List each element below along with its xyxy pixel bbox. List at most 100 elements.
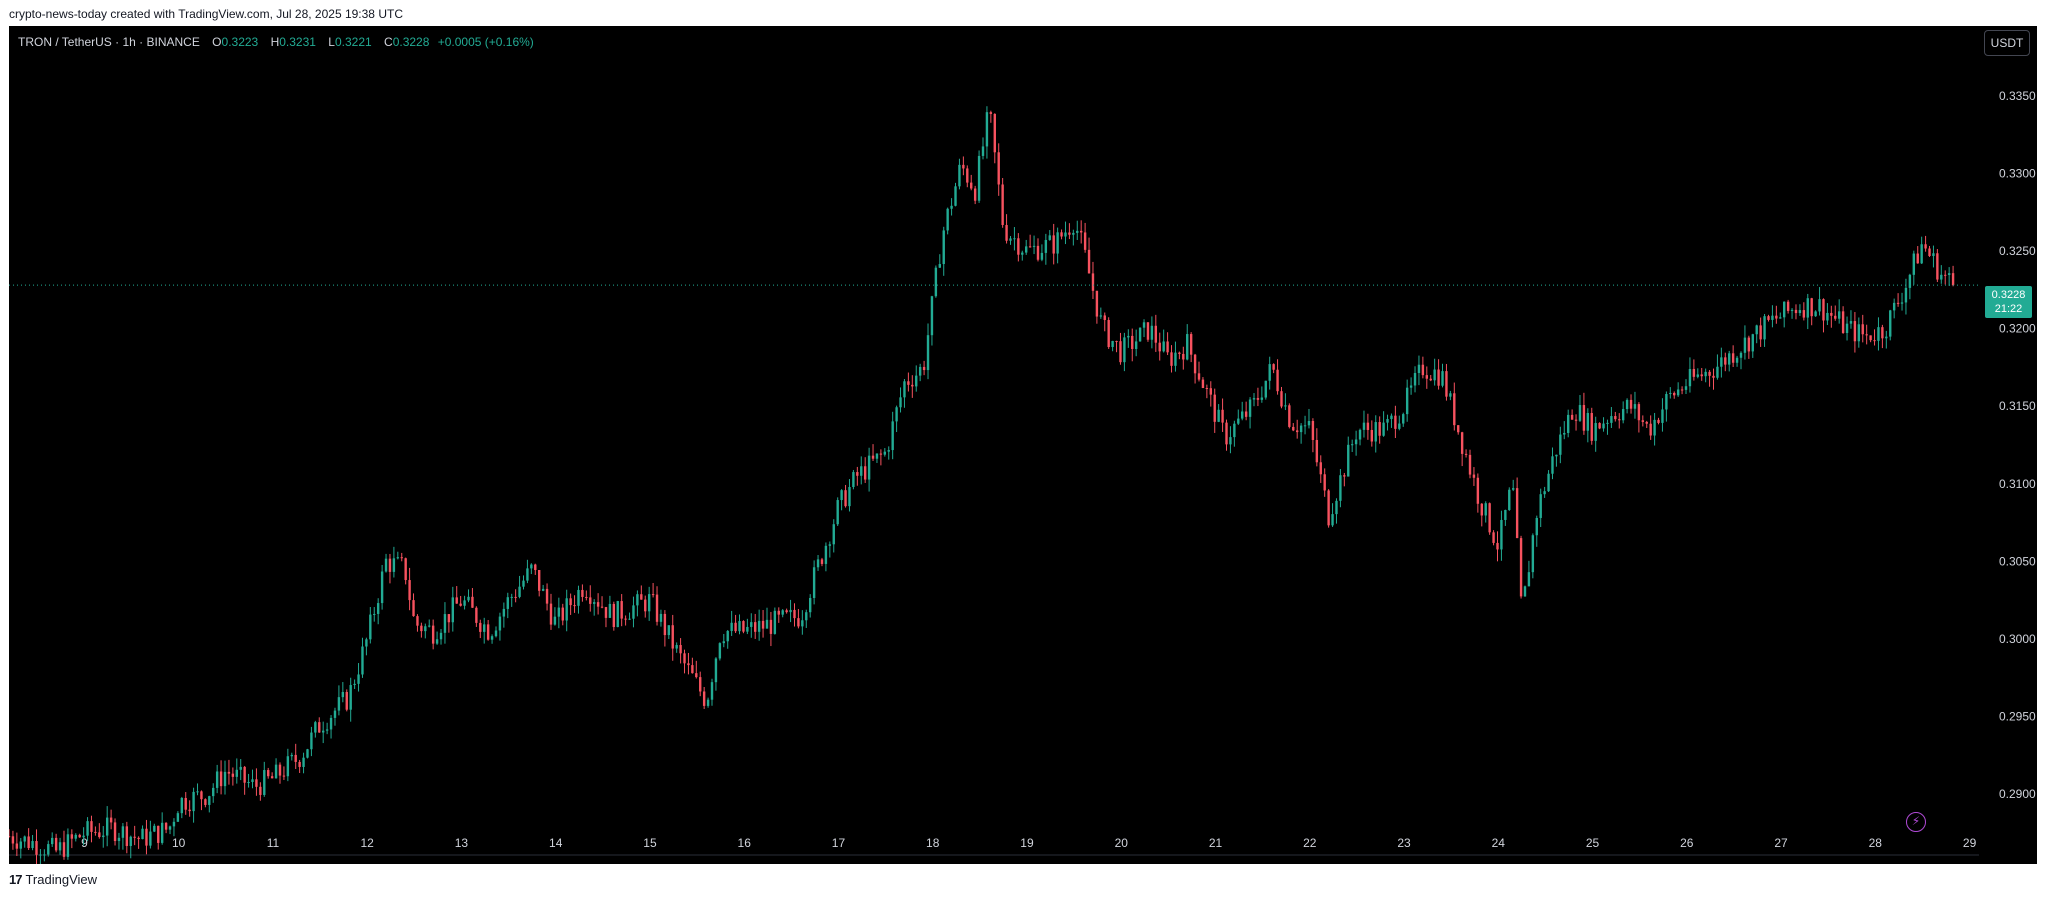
candle-body [1182, 353, 1185, 360]
candle-body [852, 472, 855, 488]
candle-body [1158, 342, 1161, 352]
candle-body [1932, 253, 1935, 257]
candle-body [679, 645, 682, 654]
candle-body [545, 588, 549, 604]
candle-body [1178, 352, 1181, 354]
candle-body [1669, 392, 1672, 395]
candle-body [188, 809, 191, 812]
candle-body [1186, 334, 1189, 360]
candle-body [934, 267, 938, 297]
candle-body [1162, 341, 1165, 352]
candle-body [1127, 335, 1130, 338]
candle-body [404, 558, 407, 581]
candle-body [1857, 324, 1861, 342]
candle-body [1468, 454, 1472, 475]
candle-body [541, 588, 545, 591]
footer-branding[interactable]: 17 TradingView [9, 872, 97, 887]
candle-body [856, 472, 859, 476]
candle-body [557, 607, 561, 617]
candle-body [400, 557, 403, 559]
candle-body [734, 622, 737, 632]
candle-body [1142, 322, 1146, 328]
candle-body [1747, 337, 1751, 352]
candle-body [1370, 429, 1374, 442]
candle-body [47, 844, 50, 855]
candle-body [997, 152, 1000, 185]
currency-button[interactable]: USDT [1984, 30, 2030, 56]
candle-body [985, 112, 989, 147]
candle-body [192, 791, 195, 812]
candle-body [1834, 315, 1837, 319]
candle-body [1398, 423, 1401, 429]
candle-body [1700, 374, 1703, 377]
x-tick-label: 9 [81, 836, 88, 850]
candle-body [1488, 503, 1491, 533]
candle-body [1653, 419, 1656, 436]
candle-body [1217, 409, 1220, 422]
chart-panel[interactable]: 0.2900 0.2950 0.3000 0.3050 0.3100 0.3150 0.32… [9, 26, 2037, 864]
candle-body [1299, 425, 1303, 433]
candle-body [608, 603, 612, 618]
candle-body [392, 558, 396, 572]
candle-body [58, 842, 62, 851]
candle-body [157, 825, 160, 843]
candle-body [1079, 230, 1083, 233]
candle-body [628, 618, 631, 620]
candle-body [471, 596, 474, 608]
candle-body [710, 682, 714, 700]
candle-body [1676, 389, 1680, 396]
candle-body [1233, 423, 1236, 438]
candle-body [1040, 252, 1044, 260]
lightning-icon[interactable]: ⚡ [1906, 812, 1926, 832]
x-tick-label: 13 [455, 836, 469, 850]
candle-body [816, 559, 820, 568]
candle-body [149, 831, 152, 846]
candle-body [376, 603, 380, 614]
candle-body [267, 770, 270, 777]
candle-body [125, 826, 129, 846]
candle-body [832, 524, 835, 545]
candle-body [1017, 238, 1020, 255]
candle-body [1201, 379, 1205, 389]
candle-body [683, 653, 686, 664]
candlestick-chart[interactable]: 0.2900 0.2950 0.3000 0.3050 0.3100 0.3150 0.32… [9, 26, 2037, 864]
candle-body [651, 594, 655, 596]
symbol-title[interactable]: TRON / TetherUS · 1h · BINANCE [18, 35, 200, 49]
candle-body [1688, 368, 1692, 387]
candle-body [1904, 287, 1908, 303]
candle-body [1786, 301, 1790, 311]
y-tick-label: 0.3050 [1999, 554, 2036, 568]
candle-body [1237, 418, 1240, 424]
candle-body [915, 375, 918, 387]
x-tick-label: 23 [1397, 836, 1411, 850]
x-tick-label: 21 [1209, 836, 1223, 850]
candle-body [86, 821, 89, 836]
candle-body [314, 722, 317, 733]
x-tick-label: 24 [1492, 836, 1506, 850]
candle-body [384, 558, 388, 572]
candle-body [11, 836, 15, 844]
candle-body [667, 625, 671, 636]
candle-body [1716, 366, 1719, 378]
candle-body [1307, 420, 1311, 426]
candle-body [1759, 325, 1762, 340]
candle-body [39, 854, 42, 856]
bar-countdown: 21:22 [1994, 303, 2023, 315]
candle-body [435, 639, 439, 644]
candle-body [1885, 336, 1888, 339]
candle-body [1657, 419, 1660, 423]
candle-body [1221, 409, 1224, 423]
candle-body [231, 773, 235, 777]
candle-body [160, 822, 164, 843]
candle-body [239, 766, 242, 770]
candle-body [1460, 432, 1464, 454]
candle-body [1441, 371, 1444, 386]
candle-body [1708, 371, 1711, 376]
candle-body [1724, 357, 1727, 365]
candle-body [1547, 473, 1550, 492]
x-tick-label: 20 [1115, 836, 1129, 850]
candle-body [1555, 454, 1558, 457]
candle-body [1292, 426, 1295, 431]
candle-body [1751, 334, 1754, 352]
candle-body [278, 764, 282, 776]
